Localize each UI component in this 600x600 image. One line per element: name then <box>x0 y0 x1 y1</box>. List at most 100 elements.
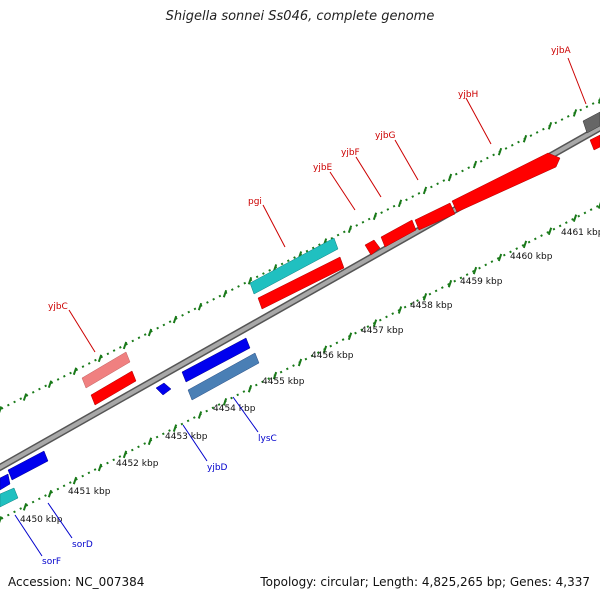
tick-mark <box>22 503 28 511</box>
tick-mark <box>272 371 278 380</box>
tick-mark <box>372 212 378 221</box>
reverse-label-leaders <box>14 396 259 557</box>
tick-mark <box>397 199 403 208</box>
gene-sorD[interactable] <box>7 450 49 481</box>
scale-label-4457: 4457 kbp <box>361 326 404 336</box>
tick-mark <box>222 398 228 406</box>
tick-mark <box>122 341 128 350</box>
tick-mark <box>172 424 178 432</box>
label-yjbC[interactable]: yjbC <box>48 302 68 312</box>
tick-mark <box>572 109 578 117</box>
label-yjbF[interactable]: yjbF <box>341 148 360 158</box>
tick-mark <box>172 315 178 324</box>
label-yjbA[interactable]: yjbA <box>551 46 572 56</box>
tick-mark <box>472 266 478 275</box>
tick-mark <box>422 186 428 195</box>
scale-label-4452: 4452 kbp <box>116 459 159 469</box>
label-sorD[interactable]: sorD <box>72 540 93 550</box>
tick-mark <box>222 289 228 298</box>
scale-label-4461: 4461 kbp <box>561 228 600 238</box>
label-yjbG[interactable]: yjbG <box>375 131 396 141</box>
tick-mark <box>297 358 303 367</box>
scale-label-4459: 4459 kbp <box>460 277 503 287</box>
forward-gene-labels: yjbC pgi yjbE yjbF yjbG yjbH yjbA <box>48 46 572 312</box>
tick-mark <box>472 160 478 169</box>
scale-label-4451: 4451 kbp <box>68 487 111 497</box>
tick-mark <box>547 227 553 236</box>
tick-mark <box>347 225 353 233</box>
tick-mark <box>147 437 153 446</box>
tick-mark <box>0 516 3 524</box>
gene-yjbC[interactable] <box>90 370 137 406</box>
gene-lysC-left[interactable] <box>181 337 251 383</box>
scale-label-4450: 4450 kbp <box>20 515 63 525</box>
gene-pgi[interactable] <box>257 256 345 310</box>
tick-mark <box>97 463 103 472</box>
feature-grey[interactable] <box>582 111 600 134</box>
tick-mark <box>547 122 553 130</box>
label-lysC[interactable]: lysC <box>258 434 277 444</box>
map-title: Shigella sonnei Ss046, complete genome <box>165 9 435 24</box>
tick-mark <box>497 147 503 156</box>
tick-mark <box>522 134 528 143</box>
accession-text: Accession: NC_007384 <box>8 575 145 589</box>
label-yjbD[interactable]: yjbD <box>207 463 228 473</box>
tick-mark <box>47 489 53 498</box>
reverse-tick-track <box>0 204 600 521</box>
forward-genes <box>81 111 600 406</box>
tick-mark <box>322 345 328 354</box>
tick-mark <box>72 476 78 485</box>
scale-labels: 4450 kbp 4451 kbp 4452 kbp 4453 kbp 4454… <box>20 228 600 525</box>
tick-mark <box>497 253 503 262</box>
label-yjbH[interactable]: yjbH <box>458 90 478 100</box>
tick-mark <box>572 214 578 222</box>
tick-mark <box>247 277 253 285</box>
reverse-genes <box>0 337 260 508</box>
scale-label-4458: 4458 kbp <box>410 301 453 311</box>
tick-mark <box>597 96 600 104</box>
gene-yjbG[interactable] <box>414 202 456 231</box>
label-pgi[interactable]: pgi <box>248 197 262 207</box>
gene-sorF[interactable] <box>0 487 19 508</box>
gene-yjbC-rna[interactable] <box>81 351 131 389</box>
label-yjbE[interactable]: yjbE <box>313 163 333 173</box>
tick-mark <box>47 380 53 388</box>
tick-mark <box>447 173 453 182</box>
scale-label-4454: 4454 kbp <box>213 404 256 414</box>
gene-yjbA[interactable] <box>589 134 600 151</box>
tick-mark <box>0 406 3 414</box>
tick-mark <box>372 319 378 327</box>
gene-yjbD[interactable] <box>155 382 172 396</box>
gene-sorF-blue[interactable] <box>0 473 11 491</box>
tick-mark <box>72 367 78 376</box>
tick-mark <box>197 302 203 311</box>
tick-mark <box>422 293 428 301</box>
tick-mark <box>397 306 403 314</box>
tick-mark <box>122 450 128 459</box>
tick-mark <box>147 328 153 337</box>
tick-mark <box>197 411 203 419</box>
label-sorF[interactable]: sorF <box>42 557 61 567</box>
tick-mark <box>347 332 353 341</box>
gene-yjbF[interactable] <box>380 219 417 248</box>
tick-mark <box>522 240 528 249</box>
genome-summary-text: Topology: circular; Length: 4,825,265 bp… <box>260 575 590 589</box>
scale-label-4456: 4456 kbp <box>311 351 354 361</box>
reverse-gene-labels: sorF sorD yjbD lysC <box>42 434 277 567</box>
tick-mark <box>447 279 453 288</box>
gene-yjbE[interactable] <box>364 239 381 256</box>
gene-yjbH[interactable] <box>451 152 561 213</box>
reverse-major-ticks <box>0 201 600 524</box>
scale-label-4460: 4460 kbp <box>510 252 553 262</box>
tick-mark <box>597 201 600 209</box>
tick-mark <box>247 384 253 393</box>
gene-lysC[interactable] <box>187 352 260 401</box>
tick-mark <box>97 354 103 363</box>
gene-pgi-rna[interactable] <box>249 237 339 295</box>
scale-label-4453: 4453 kbp <box>165 432 208 442</box>
forward-major-ticks <box>0 96 600 414</box>
scale-label-4455: 4455 kbp <box>262 377 305 387</box>
tick-mark <box>22 393 28 401</box>
forward-label-leaders <box>68 57 587 353</box>
